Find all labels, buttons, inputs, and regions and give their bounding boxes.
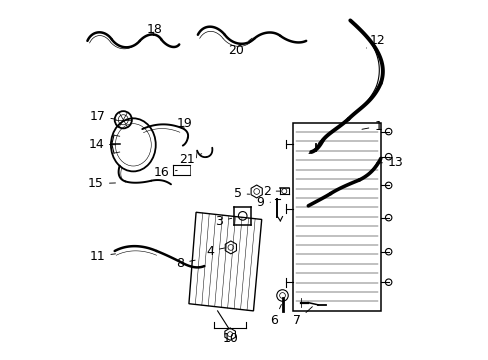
Text: 21: 21	[179, 153, 202, 166]
Text: 6: 6	[270, 305, 281, 327]
Text: 11: 11	[89, 249, 115, 262]
Text: 15: 15	[88, 177, 115, 190]
Text: 10: 10	[222, 328, 238, 345]
Text: 19: 19	[176, 117, 192, 130]
Text: 18: 18	[146, 23, 162, 36]
Text: 16: 16	[154, 166, 177, 179]
Text: 4: 4	[206, 244, 224, 257]
Text: 1: 1	[361, 120, 382, 133]
Text: 12: 12	[366, 34, 384, 48]
Text: 14: 14	[88, 138, 115, 150]
Bar	[292, 123, 380, 311]
Text: 20: 20	[227, 38, 252, 57]
Text: 17: 17	[89, 110, 116, 123]
Text: 5: 5	[233, 187, 249, 200]
Text: 8: 8	[176, 257, 195, 270]
Text: 13: 13	[376, 156, 403, 169]
Text: 2: 2	[262, 185, 280, 198]
Text: 7: 7	[293, 307, 312, 327]
Text: 3: 3	[215, 215, 231, 228]
Text: 9: 9	[256, 196, 270, 209]
